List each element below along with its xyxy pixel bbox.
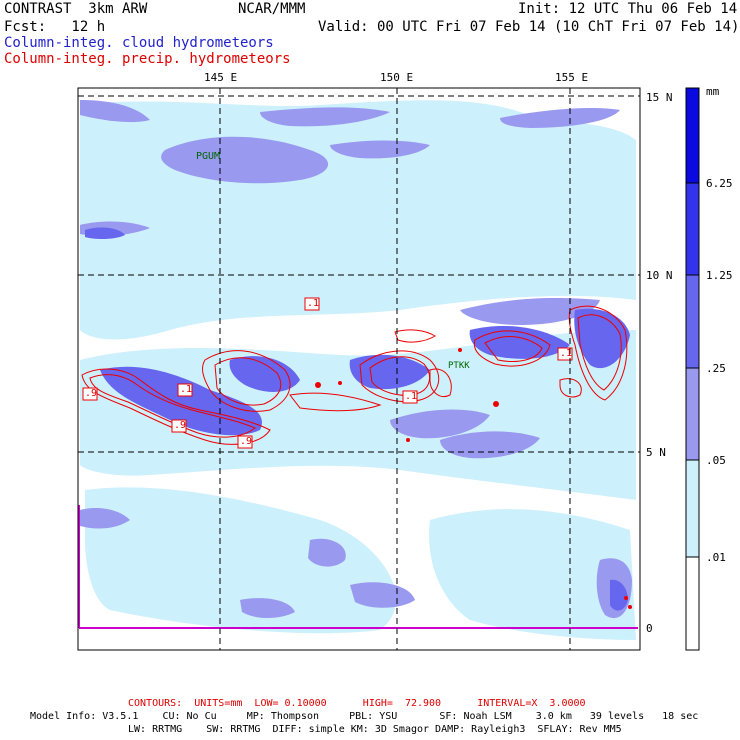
lon-label-145: 145 E — [204, 71, 238, 84]
contour-label: .1 — [180, 384, 193, 395]
lon-label-155: 155 E — [555, 71, 589, 84]
legend-precip: Column-integ. precip. hydrometeors — [4, 51, 291, 67]
contour-label: .1 — [405, 391, 418, 402]
colorbar-tick: .05 — [706, 454, 726, 467]
contour-label-boxes — [82, 297, 573, 449]
colorbar — [685, 87, 700, 651]
model-info-line1: Model Info: V3.5.1 CU: No Cu MP: Thompso… — [30, 711, 699, 722]
station-label-chuuk: PTKK — [448, 361, 470, 371]
contour-label: .9 — [85, 388, 98, 399]
colorbar-tick: .01 — [706, 551, 726, 564]
precip-dots — [315, 348, 632, 609]
contour-label: .9 — [240, 436, 253, 447]
contour-label: .1 — [307, 298, 320, 309]
forecast-hour: Fcst: 12 h — [4, 19, 106, 35]
lat-label-10n: 10 N — [646, 269, 673, 282]
station-label-guam: PGUM — [196, 151, 221, 162]
model-title: CONTRAST 3km ARW — [4, 1, 148, 17]
precip-contours — [81, 305, 628, 445]
contour-info: CONTOURS: UNITS=mm LOW= 0.10000 HIGH= 72… — [128, 698, 586, 709]
lon-label-150: 150 E — [380, 71, 414, 84]
cloud-field-light — [80, 100, 636, 640]
lat-label-15n: 15 N — [646, 91, 673, 104]
colorbar-tick: .25 — [706, 362, 726, 375]
colorbar-tick: 6.25 — [706, 177, 733, 190]
legend-cloud: Column-integ. cloud hydrometeors — [4, 35, 274, 51]
contour-label: .9 — [174, 420, 187, 431]
cloud-field-mid — [80, 100, 632, 619]
init-time: Init: 12 UTC Thu 06 Feb 14 — [518, 1, 738, 17]
map-frame — [77, 87, 641, 651]
cloud-field-dark — [85, 227, 630, 611]
colorbar-tick: 1.25 — [706, 269, 733, 282]
model-info-line2: LW: RRTMG SW: RRTMG DIFF: simple KM: 3D … — [128, 724, 622, 735]
lat-lon-grid — [78, 88, 640, 650]
colorbar-unit: mm — [706, 85, 720, 98]
lat-label-0: 0 — [646, 622, 653, 635]
valid-time: Valid: 00 UTC Fri 07 Feb 14 (10 ChT Fri … — [318, 19, 740, 35]
lat-label-5n: 5 N — [646, 446, 666, 459]
institution: NCAR/MMM — [238, 1, 306, 17]
contour-label: .1 — [560, 348, 573, 359]
